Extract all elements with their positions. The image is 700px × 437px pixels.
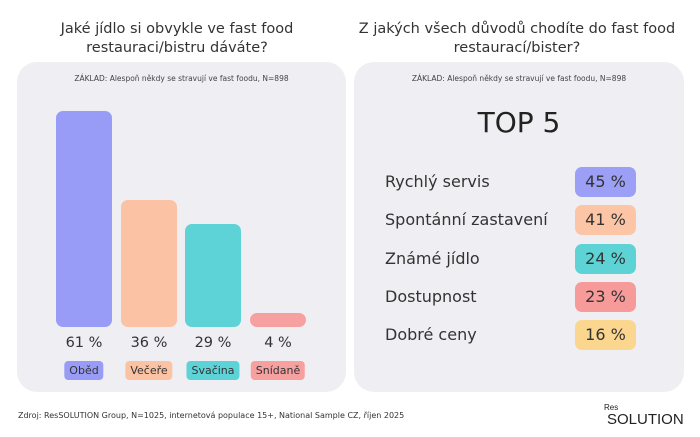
- reason-label: Rychlý servis: [385, 172, 490, 191]
- reason-label: Známé jídlo: [385, 248, 480, 268]
- top5-heading: TOP 5: [477, 106, 561, 139]
- category-label: Večeře: [125, 361, 173, 380]
- reason-label: Dostupnost: [385, 286, 477, 306]
- reason-value-pill: 16 %: [575, 320, 636, 351]
- source-note: Zdroj: ResSOLUTION Group, N=1025, intern…: [18, 411, 405, 420]
- right-question: Z jakých všech důvodů chodíte do fast fo…: [358, 21, 676, 56]
- logo-solution: SOLUTION: [607, 411, 684, 428]
- right-base-note: ZÁKLAD: Alespoň někdy se stravují ve fas…: [411, 74, 627, 83]
- bar-Večeře: [121, 199, 177, 327]
- bar-value-label: 29 %: [194, 335, 232, 351]
- right-top5-panel: ZÁKLAD: Alespoň někdy se stravují ve fas…: [354, 62, 684, 392]
- reason-value-pill: 41 %: [575, 205, 636, 236]
- reason-label: Spontánní zastavení: [385, 210, 548, 230]
- logo-res: Res: [604, 403, 619, 412]
- reason-label: Dobré ceny: [385, 325, 477, 345]
- bar-Oběd: [56, 111, 112, 327]
- reason-value-pill: 45 %: [575, 167, 636, 197]
- ressolution-logo: Res SOLUTION: [604, 404, 684, 428]
- left-question: Jaké jídlo si obvykle ve fast food resta…: [60, 21, 294, 56]
- category-label: Snídaně: [250, 361, 306, 380]
- bar-Svačina: [185, 224, 241, 327]
- bar-value-label: 61 %: [65, 335, 103, 351]
- reason-value-pill: 23 %: [575, 281, 636, 312]
- left-chart-panel: ZÁKLAD: Alespoň někdy se stravují ve fas…: [17, 62, 346, 392]
- bar-value-label: 4 %: [264, 335, 292, 351]
- bar-Snídaně: [250, 312, 306, 327]
- reason-value-pill: 24 %: [575, 243, 636, 274]
- left-base-note: ZÁKLAD: Alespoň někdy se stravují ve fas…: [74, 74, 289, 83]
- category-label: Svačina: [186, 361, 240, 380]
- category-label: Oběd: [64, 361, 104, 380]
- bar-value-label: 36 %: [130, 335, 168, 351]
